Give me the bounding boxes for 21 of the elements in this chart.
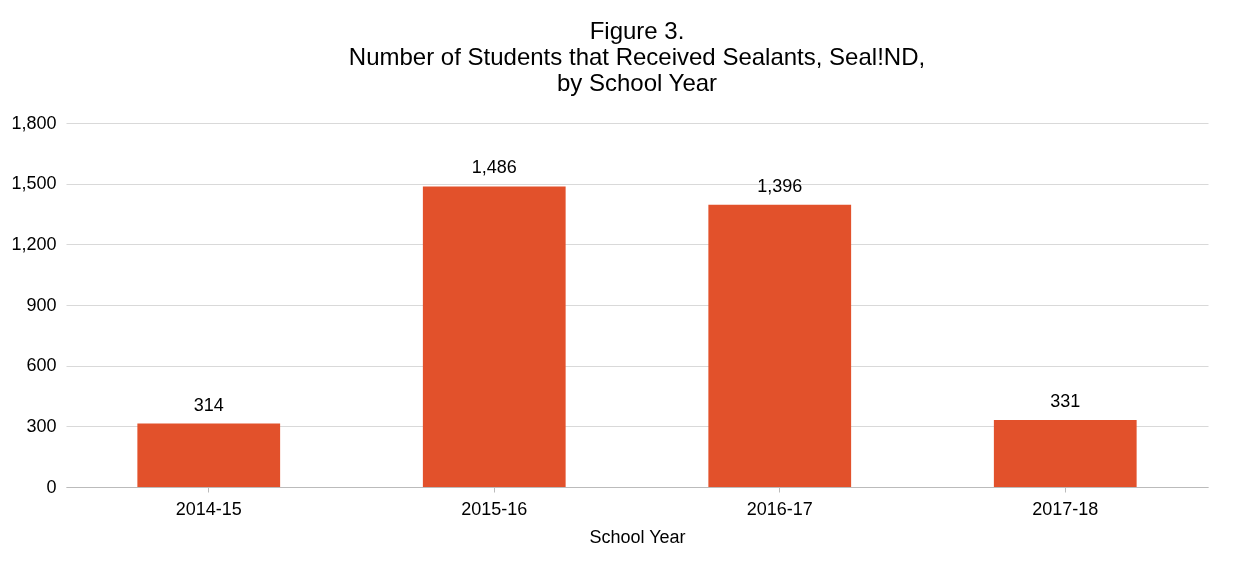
data-label: 314 bbox=[193, 394, 224, 415]
y-tick-label: 600 bbox=[26, 355, 57, 376]
chart-title: Figure 3. Number of Students that Received Sealants, Seal!ND, by School Year bbox=[348, 17, 926, 96]
x-tick-label: 2014-15 bbox=[175, 498, 242, 519]
x-axis-title: School Year bbox=[589, 526, 686, 547]
bar bbox=[993, 420, 1137, 487]
y-tick-label: 900 bbox=[26, 294, 57, 315]
data-label: 331 bbox=[1050, 391, 1081, 412]
x-tick-label: 2015-16 bbox=[461, 498, 528, 519]
y-tick-label: 0 bbox=[46, 476, 57, 497]
y-tick-label: 1,800 bbox=[11, 112, 57, 133]
y-tick-label: 300 bbox=[26, 415, 57, 436]
data-label: 1,396 bbox=[757, 175, 803, 196]
bar bbox=[708, 204, 852, 487]
bar bbox=[137, 423, 281, 487]
y-tick-label: 1,200 bbox=[11, 233, 57, 254]
x-tick-label: 2017-18 bbox=[1032, 498, 1099, 519]
y-tick-label: 1,500 bbox=[11, 173, 57, 194]
data-label: 1,486 bbox=[471, 157, 517, 178]
bar bbox=[422, 186, 566, 487]
x-tick-label: 2016-17 bbox=[746, 498, 813, 519]
